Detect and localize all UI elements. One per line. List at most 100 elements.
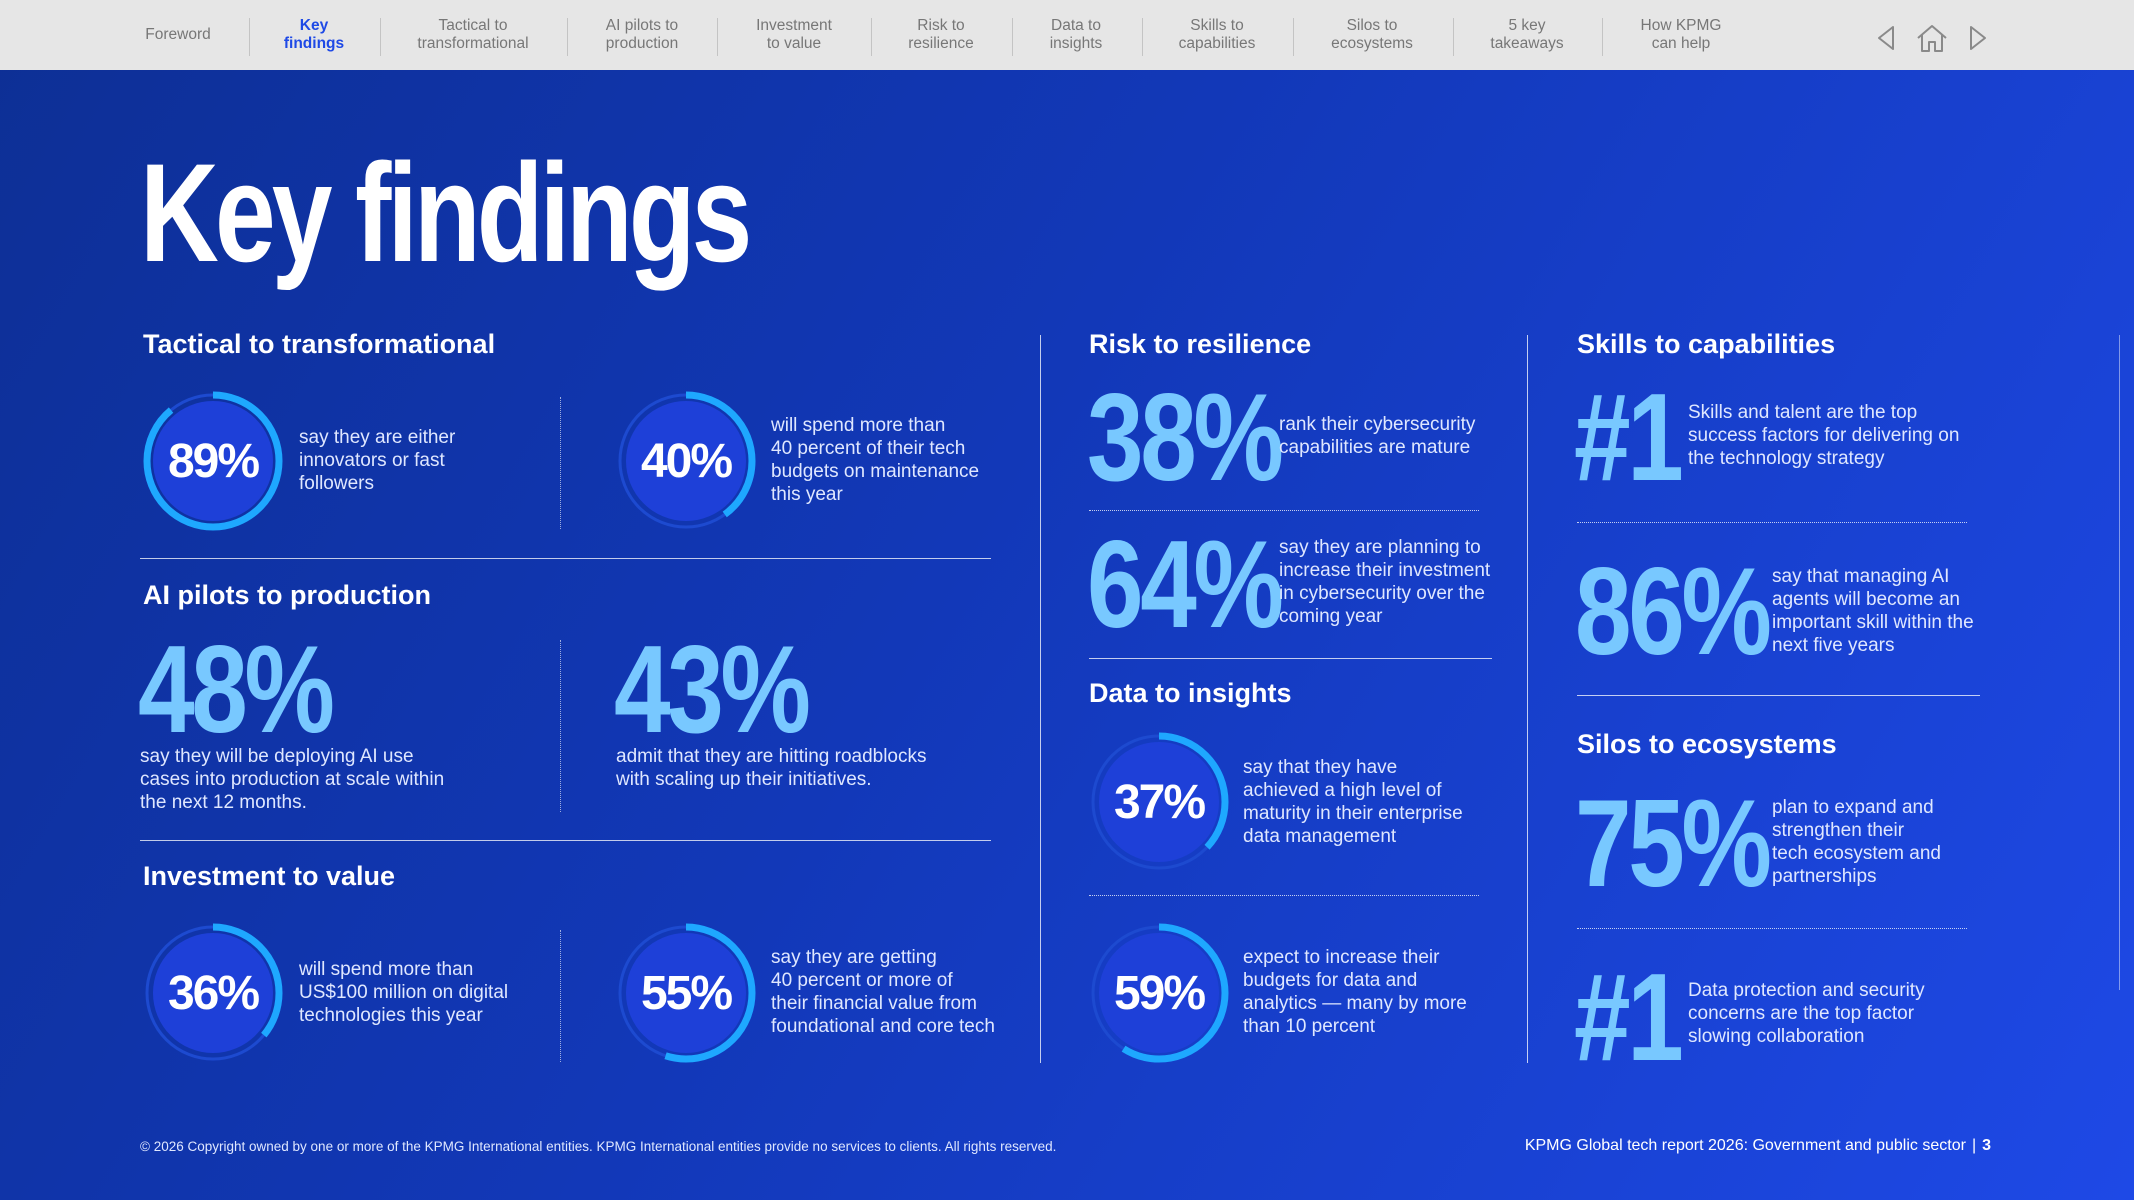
section-divider (140, 558, 991, 559)
stat-value-75: 75% (1575, 775, 1772, 913)
section-title-tactical: Tactical to transformational (143, 329, 496, 359)
nav-item-data-to-insights[interactable]: Data to insights (1049, 17, 1103, 52)
nav-divider (380, 18, 381, 56)
report-footer: KPMG Global tech report 2026: Government… (1525, 1137, 1991, 1155)
home-icon[interactable] (1914, 22, 1950, 54)
stat-description: say they will be deploying AI use cases … (140, 746, 445, 813)
page-number: 3 (1982, 1137, 1991, 1154)
previous-arrow-icon[interactable] (1872, 22, 1902, 54)
stat-ring-40: 40% (613, 388, 759, 534)
ring-center (153, 933, 273, 1053)
stat-divider (1577, 522, 1967, 523)
ring-center (626, 933, 746, 1053)
section-title-risk: Risk to resilience (1089, 329, 1312, 359)
stat-value: 37% (1113, 775, 1206, 829)
section-divider (1089, 658, 1492, 659)
nav-divider (871, 18, 872, 56)
stat-value-48: 48% (138, 621, 335, 759)
column-separator (1527, 335, 1528, 1063)
stat-description: will spend more than 40 percent of their… (771, 415, 980, 505)
right-edge-line (2119, 335, 2120, 990)
ring-progress-arc (1089, 923, 1229, 1063)
stat-ring-55: 55% (613, 920, 759, 1066)
report-title: KPMG Global tech report 2026: Government… (1524, 1137, 1966, 1154)
ring-progress-arc (143, 923, 283, 1063)
stat-description: expect to increase their budgets for dat… (1243, 947, 1467, 1037)
ring-progress-arc (616, 923, 756, 1063)
top-navigation: Foreword Key findings Tactical to transf… (0, 0, 2134, 70)
stat-value: 89% (167, 434, 260, 488)
nav-divider (1602, 18, 1603, 56)
section-title-silos: Silos to ecosystems (1577, 729, 1837, 759)
stat-description: Data protection and security concerns ar… (1688, 980, 1925, 1047)
nav-item-risk-to-resilience[interactable]: Risk to resilience (908, 17, 974, 52)
nav-divider (1453, 18, 1454, 56)
stat-value: 59% (1113, 966, 1206, 1020)
stat-description: plan to expand and strengthen their tech… (1772, 797, 1941, 887)
ring-center (626, 401, 746, 521)
copyright-notice: © 2026 Copyright owned by one or more of… (140, 1139, 1057, 1154)
stat-divider (1089, 510, 1479, 511)
nav-item-key-findings[interactable]: Key findings (283, 17, 345, 52)
nav-item-silos-to-ecosystems[interactable]: Silos to ecosystems (1331, 17, 1413, 52)
stat-ring-59: 59% (1086, 920, 1232, 1066)
stat-value-number-one: #1 (1574, 369, 1684, 507)
stat-description: say that managing AI agents will become … (1772, 566, 1974, 656)
nav-item-foreword[interactable]: Foreword (145, 26, 211, 43)
progress-ring (616, 923, 756, 1063)
stat-ring-36: 36% (140, 920, 286, 1066)
nav-item-ai-pilots-to-production[interactable]: AI pilots to production (605, 17, 679, 52)
stat-value: 36% (167, 966, 260, 1020)
column-divider (560, 397, 561, 529)
stat-description: Skills and talent are the top success fa… (1688, 402, 1960, 469)
stat-description: rank their cybersecurity capabilities ar… (1279, 414, 1476, 458)
nav-divider (1293, 18, 1294, 56)
nav-divider (1012, 18, 1013, 56)
ring-center (153, 401, 273, 521)
progress-ring (1089, 923, 1229, 1063)
ring-center (1099, 742, 1219, 862)
column-divider (560, 640, 561, 812)
ring-progress-arc (616, 391, 756, 531)
column-separator (1040, 335, 1041, 1063)
section-title-skills: Skills to capabilities (1577, 329, 1836, 359)
nav-divider (1142, 18, 1143, 56)
section-title-data-insights: Data to insights (1089, 678, 1292, 708)
stat-divider (1577, 928, 1967, 929)
nav-divider (249, 18, 250, 56)
progress-ring (143, 391, 283, 531)
stat-ring-89: 89% (140, 388, 286, 534)
stat-value-number-one: #1 (1574, 949, 1684, 1087)
stat-description: will spend more than US$100 million on d… (299, 959, 509, 1026)
stat-value-43: 43% (614, 621, 811, 759)
stat-value: 55% (640, 966, 733, 1020)
nav-divider (717, 18, 718, 56)
progress-ring (1089, 732, 1229, 872)
nav-item-how-kpmg-can-help[interactable]: How KPMG can help (1640, 17, 1722, 52)
stat-value-38: 38% (1087, 369, 1284, 507)
ring-progress-arc (1089, 732, 1229, 872)
section-title-ai-pilots: AI pilots to production (143, 580, 431, 610)
stat-description: say they are either innovators or fast f… (299, 427, 456, 494)
nav-divider (567, 18, 568, 56)
nav-item-investment-to-value[interactable]: Investment to value (756, 17, 832, 52)
nav-item-tactical-to-transformational[interactable]: Tactical to transformational (417, 17, 529, 52)
footer-separator: | (1971, 1137, 1977, 1154)
nav-item-skills-to-capabilities[interactable]: Skills to capabilities (1178, 17, 1256, 52)
stat-description: say they are planning to increase their … (1279, 537, 1491, 627)
stat-value-64: 64% (1087, 516, 1284, 654)
progress-ring (616, 391, 756, 531)
stat-ring-37: 37% (1086, 729, 1232, 875)
ring-progress-arc (143, 391, 283, 531)
stat-description: admit that they are hitting roadblocks w… (616, 746, 927, 790)
stat-description: say that they have achieved a high level… (1243, 757, 1463, 847)
stat-value: 40% (640, 434, 733, 488)
nav-item-5-key-takeaways[interactable]: 5 key takeaways (1490, 17, 1564, 52)
section-divider (140, 840, 991, 841)
section-divider (1577, 695, 1980, 696)
stat-description: say they are getting 40 percent or more … (771, 947, 995, 1037)
ring-center (1099, 933, 1219, 1053)
next-arrow-icon[interactable] (1962, 22, 1992, 54)
section-title-investment: Investment to value (143, 861, 396, 891)
stat-divider (1089, 895, 1479, 896)
